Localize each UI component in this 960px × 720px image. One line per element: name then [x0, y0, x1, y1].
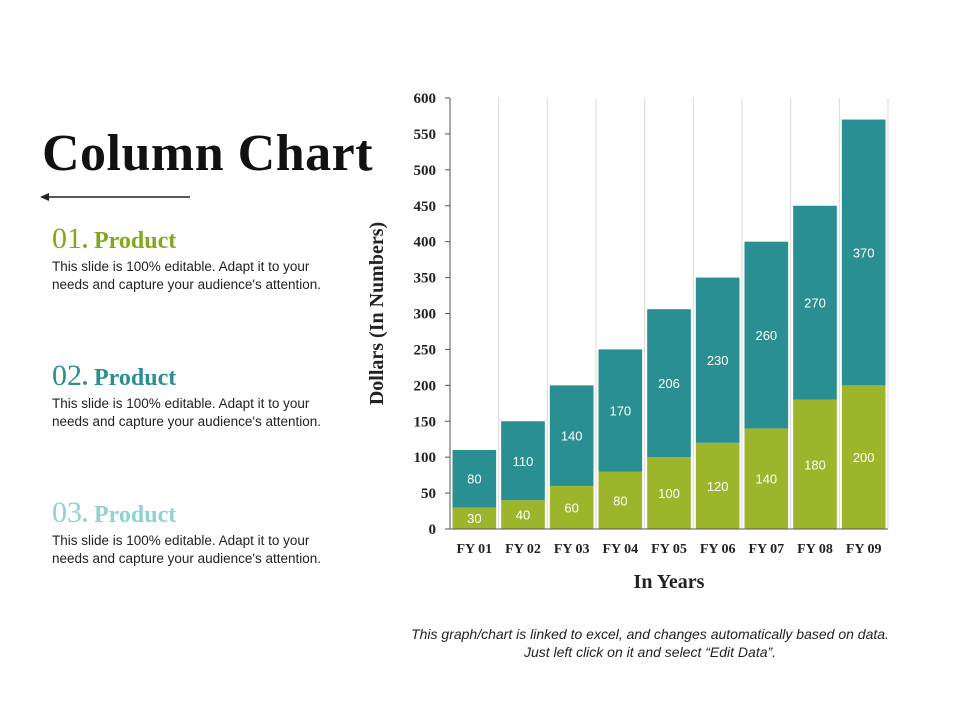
y-tick-label: 100	[414, 450, 437, 466]
y-tick-label: 600	[414, 91, 437, 107]
y-tick-label: 200	[414, 378, 437, 394]
product-label-2: . Product	[82, 365, 177, 391]
chart-footnote: This graph/chart is linked to excel, and…	[411, 626, 889, 660]
data-label: 60	[564, 500, 578, 515]
y-tick-label: 0	[429, 522, 437, 538]
bar-segment	[501, 500, 545, 529]
bar-segment	[841, 119, 886, 386]
x-tick-label: FY 07	[749, 542, 785, 557]
left-arrow-icon	[40, 193, 190, 201]
y-tick-label: 300	[414, 307, 437, 323]
product-block-3: 03. Product This slide is 100% editable.…	[52, 498, 322, 568]
data-label: 80	[467, 472, 481, 487]
product-heading-2: 02. Product	[52, 361, 322, 391]
x-tick-label: FY 05	[651, 542, 687, 557]
bar-segment	[695, 277, 740, 443]
bar-segment	[598, 349, 643, 472]
data-label: 80	[613, 493, 627, 508]
product-number-2: 02	[52, 359, 82, 392]
bar-segment	[744, 241, 789, 429]
data-label: 270	[804, 296, 826, 311]
y-tick-label: 500	[414, 163, 437, 179]
data-label: 206	[658, 376, 680, 391]
product-block-1: 01. Product This slide is 100% editable.…	[52, 224, 322, 294]
bar-segment	[549, 385, 594, 486]
slide-title: Column Chart	[42, 125, 374, 182]
data-label: 30	[467, 511, 481, 526]
x-tick-label: FY 06	[700, 542, 736, 557]
x-tick-label: FY 01	[457, 542, 493, 557]
y-tick-label: 250	[414, 342, 437, 358]
data-label: 100	[658, 486, 680, 501]
x-tick-label: FY 09	[846, 542, 882, 557]
bar-segment	[501, 421, 545, 501]
product-description-1: This slide is 100% editable. Adapt it to…	[52, 259, 322, 292]
bar-segment	[744, 428, 789, 529]
product-description-3: This slide is 100% editable. Adapt it to…	[52, 533, 322, 566]
y-tick-label: 150	[414, 414, 437, 430]
product-block-2: 02. Product This slide is 100% editable.…	[52, 361, 322, 431]
bar-segment	[598, 471, 643, 529]
data-label: 370	[853, 245, 875, 260]
data-label: 170	[609, 403, 631, 418]
product-description-2: This slide is 100% editable. Adapt it to…	[52, 396, 322, 429]
product-label-1: . Product	[82, 228, 177, 254]
bar-segment	[647, 457, 691, 529]
y-tick-label: 550	[414, 127, 437, 143]
data-label: 230	[707, 353, 729, 368]
bar-segment	[841, 385, 886, 529]
x-tick-label: FY 08	[797, 542, 833, 557]
x-axis-title: In Years	[634, 571, 705, 593]
x-tick-label: FY 02	[505, 542, 541, 557]
product-number-1: 01	[52, 222, 82, 255]
bar-segment	[793, 399, 837, 529]
data-label: 140	[755, 472, 777, 487]
data-label: 200	[853, 450, 875, 465]
data-label: 110	[513, 454, 534, 469]
y-tick-label: 450	[414, 199, 437, 215]
x-tick-label: FY 04	[603, 542, 639, 557]
x-tick-label: FY 03	[554, 542, 590, 557]
y-axis-title: Dollars (In Numbers)	[366, 222, 388, 405]
y-tick-label: 50	[421, 486, 436, 502]
product-heading-1: 01. Product	[52, 224, 322, 254]
bar-segment	[647, 309, 691, 458]
data-label: 140	[561, 429, 583, 444]
bar-segment	[452, 449, 497, 508]
product-label-3: . Product	[82, 502, 177, 528]
bar-segment	[695, 442, 740, 529]
data-label: 180	[804, 457, 826, 472]
bar-segment	[549, 485, 594, 529]
product-number-3: 03	[52, 496, 82, 529]
data-label: 40	[516, 508, 530, 523]
product-heading-3: 03. Product	[52, 498, 322, 528]
data-label: 260	[755, 328, 777, 343]
y-tick-label: 400	[414, 235, 437, 251]
y-tick-label: 350	[414, 271, 437, 287]
data-label: 120	[707, 479, 729, 494]
bar-segment	[793, 205, 837, 400]
bar-segment	[452, 507, 497, 529]
